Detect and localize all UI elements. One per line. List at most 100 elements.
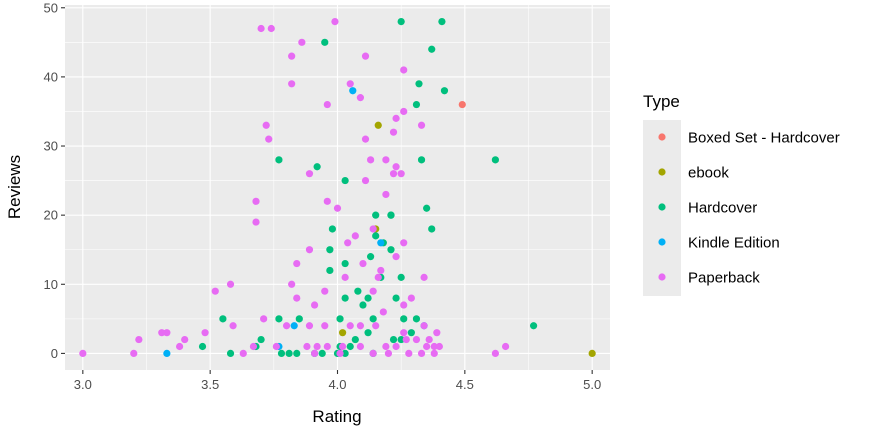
point-paperback xyxy=(346,80,354,88)
x-axis-ticks: 3.0 3.5 4.0 4.5 5.0 xyxy=(74,370,601,392)
x-tick-label: 5.0 xyxy=(583,377,601,392)
point-paperback xyxy=(430,349,438,358)
y-tick-label: 20 xyxy=(44,208,58,223)
point-paperback xyxy=(400,301,408,309)
point-paperback xyxy=(341,273,349,281)
point-paperback xyxy=(369,349,377,358)
point-paperback xyxy=(201,329,209,337)
point-paperback xyxy=(262,121,270,129)
point-paperback xyxy=(374,273,382,281)
point-paperback xyxy=(272,342,280,351)
y-tick-label: 30 xyxy=(44,139,58,154)
point-paperback xyxy=(400,329,408,337)
point-hardcover xyxy=(397,273,405,281)
point-hardcover xyxy=(423,204,431,212)
point-hardcover xyxy=(313,163,321,171)
point-hardcover xyxy=(428,225,436,233)
point-paperback xyxy=(310,349,319,358)
point-hardcover xyxy=(387,246,395,254)
point-paperback xyxy=(382,156,390,164)
point-paperback xyxy=(211,287,219,295)
point-paperback xyxy=(425,335,433,344)
point-paperback xyxy=(331,17,339,26)
point-hardcover xyxy=(364,294,372,302)
point-paperback xyxy=(491,349,499,358)
point-hardcover xyxy=(367,253,375,261)
point-paperback xyxy=(420,322,428,330)
point-hardcover xyxy=(321,38,329,46)
data-points xyxy=(79,17,596,358)
point-paperback xyxy=(392,253,400,261)
point-paperback xyxy=(397,170,405,178)
point-hardcover xyxy=(387,211,395,219)
point-paperback xyxy=(310,301,319,309)
point-hardcover xyxy=(397,335,405,344)
point-paperback xyxy=(313,342,321,351)
point-paperback xyxy=(400,107,408,116)
point-paperback xyxy=(252,197,260,205)
point-paperback xyxy=(336,349,344,358)
point-paperback xyxy=(229,322,237,330)
point-paperback xyxy=(257,24,265,33)
point-hardcover xyxy=(415,80,423,88)
point-paperback xyxy=(417,349,426,358)
point-paperback xyxy=(423,342,431,351)
point-paperback xyxy=(181,335,189,344)
point-hardcover xyxy=(346,342,354,351)
point-paperback xyxy=(282,322,291,330)
point-kindle-edition xyxy=(377,239,385,247)
y-tick-label: 50 xyxy=(44,0,58,15)
point-paperback xyxy=(288,52,296,60)
point-paperback xyxy=(392,163,400,171)
point-paperback xyxy=(369,225,377,233)
point-hardcover xyxy=(226,349,235,358)
x-axis-title: Rating xyxy=(312,407,361,426)
point-hardcover xyxy=(219,315,227,323)
legend-key-ebook xyxy=(658,168,666,176)
point-paperback xyxy=(361,135,370,143)
point-hardcover xyxy=(397,17,405,26)
x-tick-label: 3.0 xyxy=(74,377,92,392)
point-paperback xyxy=(288,80,296,88)
legend-key-kindle-edition xyxy=(658,238,666,246)
point-paperback xyxy=(135,335,143,344)
point-paperback xyxy=(367,156,375,164)
point-hardcover xyxy=(369,315,377,323)
x-tick-label: 4.0 xyxy=(328,377,346,392)
legend: Type Boxed Set - Hardcover ebook Hardcover… xyxy=(643,92,840,296)
legend-key-hardcover xyxy=(658,203,666,211)
point-paperback xyxy=(130,349,138,358)
point-paperback xyxy=(400,239,408,247)
legend-label-hardcover: Hardcover xyxy=(688,200,757,217)
point-paperback xyxy=(260,315,268,323)
point-paperback xyxy=(420,273,428,281)
legend-label-paperback: Paperback xyxy=(688,270,760,287)
point-paperback xyxy=(389,170,398,178)
point-hardcover xyxy=(285,349,293,358)
point-hardcover xyxy=(412,100,421,109)
point-hardcover xyxy=(277,349,286,358)
point-hardcover xyxy=(341,259,349,268)
y-axis-title: Reviews xyxy=(5,155,24,219)
point-paperback xyxy=(405,349,413,358)
legend-key-paperback xyxy=(658,273,666,281)
point-ebook xyxy=(374,121,382,129)
point-kindle-edition xyxy=(290,322,298,330)
point-paperback xyxy=(323,197,331,205)
point-boxed-set-hardcover xyxy=(458,100,466,109)
point-hardcover xyxy=(275,156,283,164)
point-hardcover xyxy=(389,335,398,344)
point-paperback xyxy=(377,266,385,275)
point-paperback xyxy=(356,94,365,102)
legend-label-boxed-set-hardcover: Boxed Set - Hardcover xyxy=(688,130,840,147)
point-paperback xyxy=(501,342,510,351)
point-hardcover xyxy=(491,156,499,164)
point-paperback xyxy=(389,128,398,136)
point-paperback xyxy=(433,329,441,337)
point-paperback xyxy=(346,322,354,330)
point-hardcover xyxy=(400,315,408,323)
point-paperback xyxy=(333,204,342,212)
point-paperback xyxy=(417,121,426,129)
point-paperback xyxy=(392,114,400,122)
